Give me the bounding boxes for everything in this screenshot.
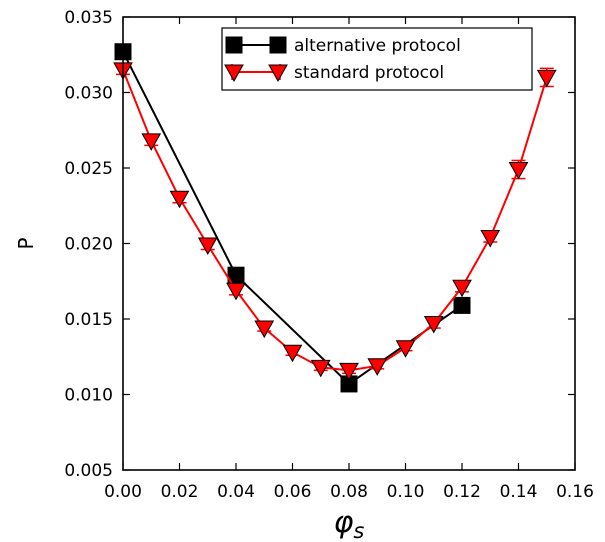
legend-label: alternative protocol — [294, 36, 461, 56]
y-tick-label: 0.010 — [64, 386, 113, 406]
data-point — [282, 344, 303, 363]
data-point — [197, 237, 218, 256]
legend-marker — [224, 64, 244, 83]
y-tick-label: 0.015 — [64, 310, 113, 330]
y-tick-label: 0.025 — [64, 159, 113, 179]
legend-marker — [269, 36, 287, 54]
data-point — [453, 296, 471, 314]
x-tick-label: 0.16 — [556, 482, 594, 502]
data-point — [339, 362, 359, 381]
y-tick-label: 0.030 — [64, 84, 113, 104]
data-point — [226, 282, 246, 301]
x-tick-label: 0.08 — [330, 482, 368, 502]
x-tick-label: 0.10 — [387, 482, 425, 502]
series-line — [122, 69, 548, 372]
series-layer — [113, 43, 557, 393]
data-point — [480, 229, 501, 248]
data-point — [141, 133, 162, 151]
data-point — [423, 316, 444, 334]
data-point — [367, 358, 388, 376]
data-point — [508, 162, 529, 180]
x-tick-label: 0.12 — [443, 482, 481, 502]
data-point — [395, 340, 416, 358]
legend: alternative protocol standard protocol — [221, 27, 533, 91]
y-axis-label: P — [14, 237, 38, 249]
series-alternative — [114, 43, 471, 393]
x-tick-label: 0.00 — [104, 482, 142, 502]
x-tick-label: 0.14 — [500, 482, 538, 502]
data-point — [310, 359, 331, 378]
legend-marker — [268, 64, 288, 83]
x-tick-label: 0.02 — [161, 482, 199, 502]
y-tick-label: 0.035 — [64, 8, 113, 28]
legend-marker — [225, 36, 243, 54]
data-point — [536, 69, 557, 88]
y-tick-label: 0.020 — [64, 235, 113, 255]
series-line — [122, 51, 463, 386]
data-point — [254, 320, 275, 339]
plot-frame — [122, 16, 576, 471]
data-point — [169, 190, 190, 209]
data-point — [452, 279, 472, 298]
series-standard — [113, 62, 557, 381]
x-axis-label: φs — [334, 505, 365, 542]
y-tick-label: 0.005 — [64, 461, 113, 481]
legend-label: standard protocol — [294, 63, 444, 83]
axis-ticks: 0.00 0.02 0.04 0.06 0.08 0.10 0.12 0.14 0.16 0.00… — [64, 8, 594, 502]
x-tick-label: 0.06 — [274, 482, 312, 502]
x-tick-label: 0.04 — [217, 482, 255, 502]
